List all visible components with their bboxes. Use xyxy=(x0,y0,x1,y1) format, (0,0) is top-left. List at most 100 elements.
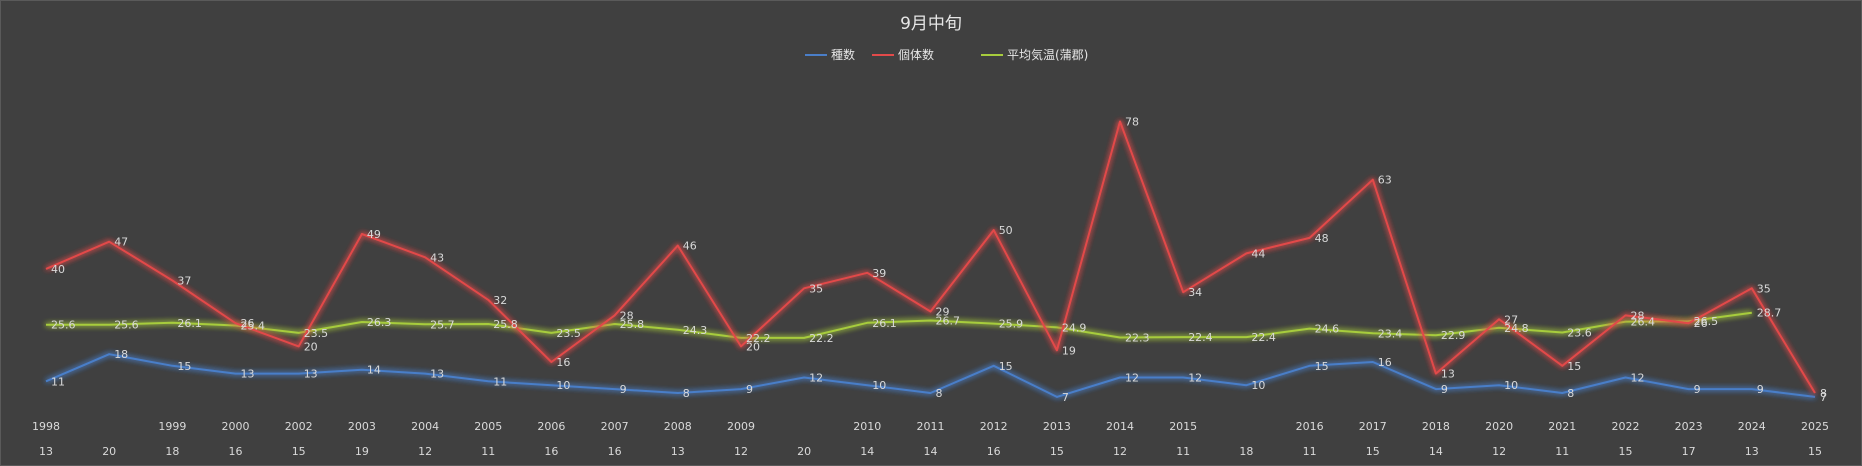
legend: 種数 個体数 平均気温(蒲郡) xyxy=(805,47,1088,62)
series-line xyxy=(45,120,1816,394)
data-label: 10 xyxy=(1251,379,1265,392)
legend-entry: 個体数 xyxy=(898,47,934,62)
data-label: 25.9 xyxy=(999,318,1024,331)
x-tick-year: 2007 xyxy=(601,420,629,433)
data-label: 23.5 xyxy=(304,327,329,340)
x-tick-year: 2024 xyxy=(1738,420,1766,433)
data-label: 28.7 xyxy=(1757,307,1782,320)
data-label: 16 xyxy=(556,356,570,369)
data-label: 23.5 xyxy=(556,327,581,340)
x-tick-year: 2003 xyxy=(348,420,376,433)
x-tick-count: 18 xyxy=(1239,445,1253,458)
data-label: 9 xyxy=(1441,383,1448,396)
data-label: 26.7 xyxy=(936,315,961,328)
data-label: 13 xyxy=(241,368,255,381)
x-tick-year: 2004 xyxy=(411,420,439,433)
x-tick-count: 19 xyxy=(355,445,369,458)
x-tick-year: 2017 xyxy=(1359,420,1387,433)
x-tick-count: 15 xyxy=(1808,445,1822,458)
data-label: 15 xyxy=(1567,360,1581,373)
x-tick-count: 14 xyxy=(1429,445,1443,458)
data-label: 24.8 xyxy=(1504,322,1529,335)
data-label: 10 xyxy=(872,379,886,392)
x-tick-count: 18 xyxy=(165,445,179,458)
data-label: 25.7 xyxy=(430,318,455,331)
data-label: 12 xyxy=(809,372,823,385)
x-tick-year: 2023 xyxy=(1675,420,1703,433)
data-label: 11 xyxy=(51,375,65,388)
data-label: 14 xyxy=(367,364,381,377)
x-tick-count: 14 xyxy=(860,445,874,458)
data-label: 19 xyxy=(1062,344,1076,357)
x-tick-count: 16 xyxy=(229,445,243,458)
series-line xyxy=(45,353,1816,398)
x-tick-year: 2013 xyxy=(1043,420,1071,433)
data-label: 7 xyxy=(1820,391,1827,404)
series-layer xyxy=(45,120,1816,398)
x-tick-count: 13 xyxy=(39,445,53,458)
x-tick-count: 11 xyxy=(1555,445,1569,458)
data-label: 63 xyxy=(1378,174,1392,187)
data-label: 9 xyxy=(746,383,753,396)
data-label: 49 xyxy=(367,228,381,241)
x-tick-year: 2018 xyxy=(1422,420,1450,433)
data-label: 10 xyxy=(1504,379,1518,392)
data-label: 26.3 xyxy=(367,316,392,329)
data-label: 26 xyxy=(241,317,255,330)
data-label: 15 xyxy=(999,360,1013,373)
data-label: 10 xyxy=(556,379,570,392)
x-tick-count: 11 xyxy=(1176,445,1190,458)
x-tick-count: 15 xyxy=(1366,445,1380,458)
data-label: 24.3 xyxy=(683,324,708,337)
data-label: 22.4 xyxy=(1188,331,1213,344)
data-label: 9 xyxy=(1694,383,1701,396)
legend-entry: 種数 xyxy=(831,47,855,62)
data-label: 26.5 xyxy=(1694,315,1719,328)
data-label: 24.6 xyxy=(1315,323,1340,336)
data-label: 22.2 xyxy=(746,332,771,345)
x-tick-count: 12 xyxy=(1492,445,1506,458)
x-tick-count: 13 xyxy=(1745,445,1759,458)
data-label: 12 xyxy=(1125,372,1139,385)
x-tick-count: 12 xyxy=(1113,445,1127,458)
data-label: 20 xyxy=(304,340,318,353)
data-label: 7 xyxy=(1062,391,1069,404)
x-tick-year: 2012 xyxy=(980,420,1008,433)
data-label: 46 xyxy=(683,240,697,253)
data-label: 26.4 xyxy=(1631,316,1656,329)
data-label: 28 xyxy=(1631,309,1645,322)
x-tick-count: 16 xyxy=(544,445,558,458)
data-label: 11 xyxy=(493,375,507,388)
data-label: 44 xyxy=(1251,247,1265,260)
data-label: 8 xyxy=(683,387,690,400)
data-label: 43 xyxy=(430,251,444,264)
x-tick-count: 11 xyxy=(1303,445,1317,458)
data-label: 9 xyxy=(620,383,627,396)
x-tick-count: 16 xyxy=(987,445,1001,458)
chart-title: 9月中旬 xyxy=(900,14,962,34)
x-tick-year: 2020 xyxy=(1485,420,1513,433)
x-tick-year: 2016 xyxy=(1296,420,1324,433)
x-tick-count: 15 xyxy=(292,445,306,458)
data-label: 8 xyxy=(1820,387,1827,400)
x-tick-year: 2011 xyxy=(917,420,945,433)
data-label: 9 xyxy=(1757,383,1764,396)
data-label: 48 xyxy=(1315,232,1329,245)
data-label: 23.4 xyxy=(1378,327,1403,340)
data-label: 25.8 xyxy=(493,318,518,331)
x-tick-year: 2025 xyxy=(1801,420,1829,433)
data-label: 15 xyxy=(1315,360,1329,373)
data-label: 35 xyxy=(1757,282,1771,295)
data-label: 12 xyxy=(1631,372,1645,385)
data-label: 13 xyxy=(304,368,318,381)
data-label: 25.8 xyxy=(620,318,645,331)
x-tick-count: 14 xyxy=(924,445,938,458)
x-tick-year: 2014 xyxy=(1106,420,1134,433)
data-label: 24.9 xyxy=(1062,321,1087,334)
data-label: 39 xyxy=(872,267,886,280)
data-label: 28 xyxy=(620,309,634,322)
data-label: 25.6 xyxy=(114,319,139,332)
data-label: 26 xyxy=(1694,317,1708,330)
